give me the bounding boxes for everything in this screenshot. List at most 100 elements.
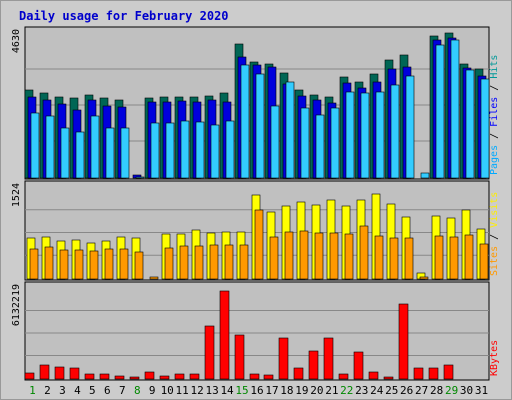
- bar-kbytes-kbytes-28: [428, 367, 439, 380]
- bar-requests-pages-29: [450, 39, 460, 179]
- x-tick-label-29: 29: [445, 384, 458, 397]
- bar-requests-pages-13: [210, 124, 220, 179]
- bar-requests-pages-14: [225, 120, 235, 179]
- bar-requests-pages-28: [435, 44, 445, 179]
- bar-kbytes-kbytes-4: [69, 367, 80, 380]
- bar-requests-pages-25: [390, 84, 400, 179]
- legend-part-visits-0: Sites: [489, 246, 500, 276]
- bar-kbytes-kbytes-6: [99, 373, 110, 380]
- bar-kbytes-kbytes-23: [353, 351, 364, 380]
- bar-visits-sites-26: [404, 237, 414, 280]
- bar-visits-sites-21: [329, 232, 339, 280]
- bar-kbytes-kbytes-13: [204, 325, 215, 380]
- x-tick-label-23: 23: [355, 384, 368, 397]
- bar-requests-pages-5: [90, 115, 100, 179]
- legend-part-requests-4: Hits: [489, 55, 500, 79]
- x-tick-label-7: 7: [119, 384, 126, 397]
- x-tick-label-8: 8: [134, 384, 141, 397]
- bar-requests-pages-10: [165, 122, 175, 179]
- bar-requests-pages-1: [30, 112, 40, 179]
- bar-requests-pages-15: [240, 64, 250, 179]
- bar-kbytes-kbytes-3: [54, 366, 65, 380]
- bar-visits-sites-9: [149, 276, 159, 280]
- bar-visits-sites-11: [179, 245, 189, 280]
- bar-visits-sites-6: [104, 248, 114, 280]
- bar-visits-sites-3: [59, 249, 69, 280]
- bar-visits-sites-1: [29, 248, 39, 280]
- bar-visits-sites-8: [134, 251, 144, 280]
- x-tick-label-20: 20: [310, 384, 323, 397]
- bar-requests-pages-27: [420, 172, 430, 179]
- x-tick-label-5: 5: [89, 384, 96, 397]
- bar-visits-sites-24: [374, 235, 384, 280]
- x-tick-label-16: 16: [250, 384, 263, 397]
- bar-visits-sites-22: [344, 233, 354, 280]
- x-tick-label-11: 11: [176, 384, 189, 397]
- bar-visits-sites-12: [194, 245, 204, 280]
- bar-visits-sites-29: [449, 236, 459, 280]
- bar-visits-sites-28: [434, 235, 444, 280]
- bar-visits-sites-20: [314, 232, 324, 280]
- bar-requests-pages-31: [480, 78, 490, 179]
- bar-kbytes-kbytes-2: [39, 364, 50, 380]
- bar-kbytes-kbytes-20: [308, 350, 319, 380]
- x-tick-label-9: 9: [149, 384, 156, 397]
- chart-title: Daily usage for February 2020: [19, 9, 229, 23]
- bar-requests-pages-9: [150, 122, 160, 179]
- x-tick-label-4: 4: [74, 384, 81, 397]
- bar-visits-sites-10: [164, 247, 174, 280]
- bar-visits-sites-31: [479, 243, 489, 280]
- bar-visits-sites-14: [224, 244, 234, 280]
- legend-kbytes: KBytes: [489, 340, 500, 376]
- bar-kbytes-kbytes-29: [443, 364, 454, 380]
- legend-part-requests-1: /: [489, 127, 500, 145]
- bar-requests-pages-17: [270, 105, 280, 179]
- x-tick-label-3: 3: [59, 384, 66, 397]
- bar-requests-pages-18: [285, 81, 295, 179]
- bar-kbytes-kbytes-19: [293, 367, 304, 380]
- bar-visits-sites-17: [269, 236, 279, 280]
- x-tick-label-15: 15: [235, 384, 248, 397]
- bar-requests-pages-16: [255, 73, 265, 179]
- bar-requests-pages-11: [180, 120, 190, 179]
- bar-kbytes-kbytes-26: [398, 303, 409, 380]
- bar-kbytes-kbytes-5: [84, 373, 95, 380]
- x-tick-label-17: 17: [265, 384, 278, 397]
- bar-requests-pages-23: [360, 92, 370, 179]
- bar-kbytes-kbytes-25: [383, 376, 394, 380]
- x-tick-label-18: 18: [280, 384, 293, 397]
- legend-visits: Sites / Visits: [489, 192, 500, 276]
- bar-requests-pages-4: [75, 131, 85, 179]
- ymax-label-requests: 4630: [11, 29, 22, 53]
- bar-requests-pages-8: [135, 176, 145, 179]
- bar-visits-sites-25: [389, 237, 399, 280]
- bar-requests-pages-3: [60, 127, 70, 179]
- bar-requests-pages-26: [405, 75, 415, 179]
- panel-kbytes: [24, 281, 490, 381]
- x-tick-label-22: 22: [340, 384, 353, 397]
- bar-requests-pages-24: [375, 91, 385, 179]
- bar-requests-pages-20: [315, 114, 325, 179]
- bar-kbytes-kbytes-9: [144, 371, 155, 380]
- bar-kbytes-kbytes-24: [368, 371, 379, 380]
- legend-part-requests-2: Files: [489, 97, 500, 127]
- bar-requests-pages-21: [330, 107, 340, 179]
- x-tick-label-30: 30: [460, 384, 473, 397]
- legend-part-kbytes-0: KBytes: [489, 340, 500, 376]
- x-tick-label-14: 14: [220, 384, 234, 397]
- x-tick-label-10: 10: [161, 384, 174, 397]
- ymax-label-visits: 1524: [11, 183, 22, 207]
- x-tick-label-12: 12: [191, 384, 204, 397]
- legend-part-requests-3: /: [489, 79, 500, 97]
- bar-requests-pages-22: [345, 91, 355, 179]
- x-tick-label-1: 1: [29, 384, 36, 397]
- bar-requests-pages-12: [195, 121, 205, 179]
- bar-visits-sites-27: [419, 276, 429, 280]
- x-tick-label-25: 25: [385, 384, 398, 397]
- bar-kbytes-kbytes-17: [263, 374, 274, 380]
- x-tick-label-24: 24: [370, 384, 384, 397]
- bar-kbytes-kbytes-15: [234, 334, 245, 380]
- legend-part-visits-2: Visits: [489, 192, 500, 228]
- bar-visits-sites-7: [119, 248, 129, 280]
